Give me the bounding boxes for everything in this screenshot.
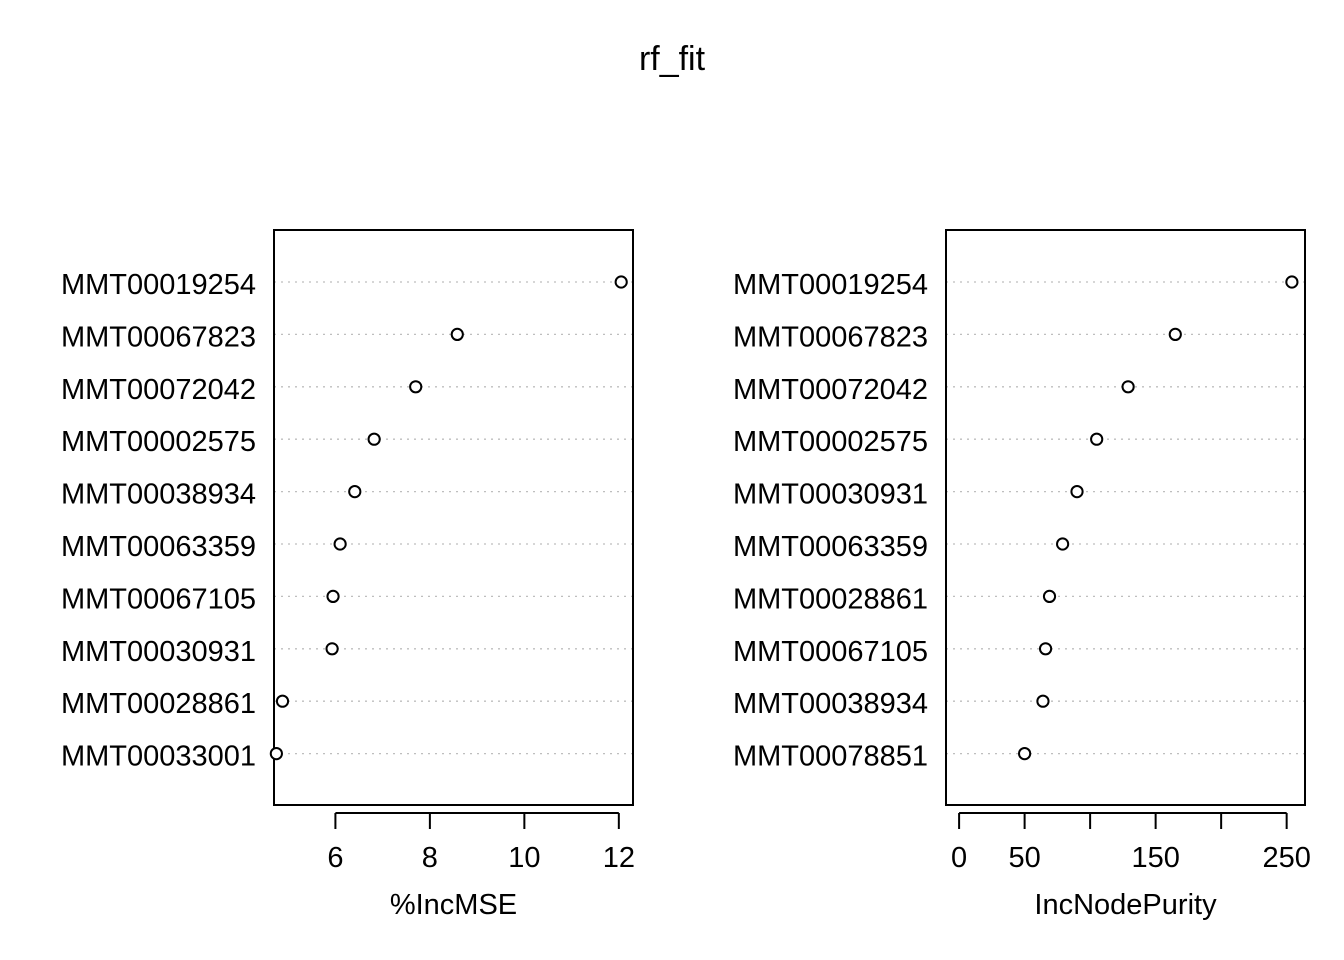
category-label: MMT00067823: [733, 321, 928, 353]
x-tick-label: 10: [508, 842, 540, 874]
category-label: MMT00063359: [733, 531, 928, 563]
x-tick-label: 8: [422, 842, 438, 874]
category-label: MMT00030931: [733, 479, 928, 511]
category-label: MMT00038934: [733, 688, 928, 720]
category-label: MMT00033001: [61, 741, 256, 773]
category-label: MMT00072042: [61, 374, 256, 406]
category-label: MMT00028861: [733, 583, 928, 615]
data-point: [1038, 642, 1053, 656]
data-point: [325, 642, 339, 656]
data-point: [1018, 747, 1032, 761]
figure-title: rf_fit: [639, 40, 706, 78]
data-point: [1070, 485, 1084, 499]
x-tick-label: 0: [951, 842, 967, 874]
data-point: [1168, 327, 1182, 341]
data-point: [1090, 432, 1104, 446]
data-point: [614, 275, 628, 289]
category-label: MMT00002575: [733, 426, 928, 458]
x-axis-label: %IncMSE: [390, 889, 517, 921]
x-tick-label: 6: [327, 842, 343, 874]
plot-frame: [273, 229, 634, 806]
category-label: MMT00002575: [61, 426, 256, 458]
category-label: MMT00030931: [61, 636, 256, 668]
data-point: [269, 747, 283, 761]
data-point: [450, 327, 464, 341]
data-point: [409, 380, 423, 394]
data-point: [1285, 275, 1299, 289]
category-label: MMT00067105: [61, 583, 256, 615]
panel-incmse: MMT00019254 MMT00067823 MMT00072042 MMT0000…: [61, 229, 635, 921]
category-label: MMT00019254: [61, 269, 256, 301]
category-label: MMT00067105: [733, 636, 928, 668]
category-label: MMT00078851: [733, 741, 928, 773]
category-label: MMT00028861: [61, 688, 256, 720]
x-tick-label: 50: [1008, 842, 1040, 874]
panel-incnodepurity: MMT00019254 MMT00067823 MMT00072042 MMT0000…: [733, 229, 1311, 921]
data-point: [1121, 380, 1135, 394]
category-label: MMT00067823: [61, 321, 256, 353]
data-point: [1036, 694, 1050, 708]
category-label: MMT00072042: [733, 374, 928, 406]
data-point: [1056, 537, 1070, 551]
category-label: MMT00063359: [61, 531, 256, 563]
plot-frame: [945, 229, 1306, 806]
x-tick-label: 150: [1131, 842, 1179, 874]
category-label: MMT00019254: [733, 269, 928, 301]
data-point: [348, 485, 362, 499]
data-point: [275, 694, 290, 708]
data-point: [367, 432, 381, 446]
category-label: MMT00038934: [61, 479, 256, 511]
x-tick-label: 12: [603, 842, 635, 874]
x-tick-label: 250: [1262, 842, 1310, 874]
x-axis-label: IncNodePurity: [1034, 889, 1217, 921]
data-point: [1042, 589, 1057, 604]
data-point: [333, 537, 347, 551]
data-point: [326, 589, 340, 604]
